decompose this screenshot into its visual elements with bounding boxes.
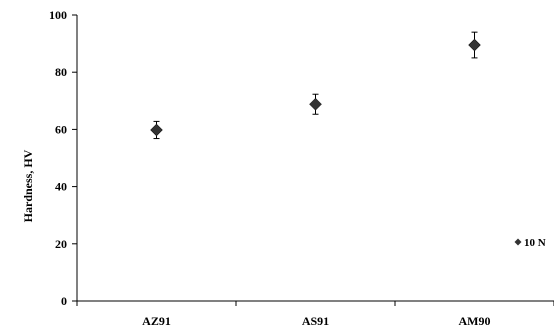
data-point <box>468 38 481 52</box>
x-category-label: AM90 <box>459 314 491 328</box>
x-ticks: AZ91 AS91 AM90 <box>76 301 554 328</box>
y-ticks: 0 20 40 60 80 100 <box>49 8 77 308</box>
y-tick-label: 80 <box>55 65 67 79</box>
data-point <box>150 123 163 137</box>
y-tick-label: 40 <box>55 180 67 194</box>
axes <box>76 15 554 302</box>
x-category-label: AZ91 <box>142 314 171 328</box>
x-category-label: AS91 <box>302 314 329 328</box>
data-marks <box>150 31 481 140</box>
legend: 10 N <box>514 237 546 249</box>
y-tick-label: 0 <box>61 294 67 308</box>
legend-marker-10n <box>514 238 522 246</box>
y-tick-label: 100 <box>49 8 67 22</box>
data-point <box>309 97 322 111</box>
y-tick-label: 60 <box>55 122 67 136</box>
y-axis-title: Hardness, HV <box>21 149 35 222</box>
legend-label-10n: 10 N <box>524 237 546 249</box>
y-tick-label: 20 <box>55 237 67 251</box>
